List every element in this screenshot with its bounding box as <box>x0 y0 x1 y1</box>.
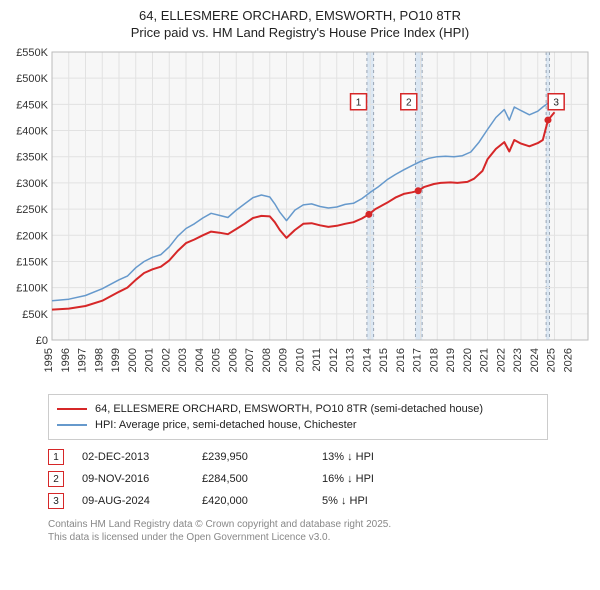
svg-text:2007: 2007 <box>244 348 256 372</box>
legend-swatch-hpi <box>57 424 87 426</box>
svg-text:1999: 1999 <box>110 348 122 372</box>
svg-text:2006: 2006 <box>227 348 239 372</box>
legend-swatch-price-paid <box>57 408 87 410</box>
sale-date-3: 09-AUG-2024 <box>82 495 202 507</box>
legend-label-price-paid: 64, ELLESMERE ORCHARD, EMSWORTH, PO10 8T… <box>95 403 483 415</box>
sale-row-3: 3 09-AUG-2024 £420,000 5% ↓ HPI <box>48 490 548 512</box>
svg-text:2019: 2019 <box>445 348 457 372</box>
svg-text:2005: 2005 <box>211 348 223 372</box>
legend-row-price-paid: 64, ELLESMERE ORCHARD, EMSWORTH, PO10 8T… <box>57 401 539 417</box>
svg-text:2011: 2011 <box>311 348 323 372</box>
svg-text:£550K: £550K <box>16 47 48 59</box>
svg-text:£0: £0 <box>36 335 48 347</box>
svg-text:£200K: £200K <box>16 230 48 242</box>
svg-text:2008: 2008 <box>261 348 273 372</box>
sales-table: 1 02-DEC-2013 £239,950 13% ↓ HPI 2 09-NO… <box>48 446 548 512</box>
svg-text:1998: 1998 <box>93 348 105 372</box>
svg-text:2009: 2009 <box>278 348 290 372</box>
svg-text:2025: 2025 <box>546 348 558 372</box>
svg-text:£50K: £50K <box>22 309 48 321</box>
title-line-1: 64, ELLESMERE ORCHARD, EMSWORTH, PO10 8T… <box>8 8 592 23</box>
svg-text:2023: 2023 <box>512 348 524 372</box>
svg-text:£500K: £500K <box>16 73 48 85</box>
footer-line-2: This data is licensed under the Open Gov… <box>48 531 592 544</box>
svg-text:2024: 2024 <box>529 348 541 372</box>
svg-text:2015: 2015 <box>378 348 390 372</box>
svg-text:£150K: £150K <box>16 256 48 268</box>
sale-date-2: 09-NOV-2016 <box>82 473 202 485</box>
svg-text:£100K: £100K <box>16 283 48 295</box>
sale-price-3: £420,000 <box>202 495 322 507</box>
svg-text:2000: 2000 <box>127 348 139 372</box>
svg-text:2012: 2012 <box>328 348 340 372</box>
svg-text:1995: 1995 <box>43 348 55 372</box>
footer: Contains HM Land Registry data © Crown c… <box>48 518 592 544</box>
sale-diff-2: 16% ↓ HPI <box>322 473 442 485</box>
sale-marker-2: 2 <box>48 471 64 487</box>
svg-text:£250K: £250K <box>16 204 48 216</box>
svg-text:2004: 2004 <box>194 348 206 372</box>
sale-diff-1: 13% ↓ HPI <box>322 451 442 463</box>
svg-text:1996: 1996 <box>60 348 72 372</box>
svg-text:2021: 2021 <box>479 348 491 372</box>
chart: £0 £50K £100K £150K £200K £250K £300K £350K £400… <box>8 46 592 386</box>
svg-text:2026: 2026 <box>562 348 574 372</box>
sale-date-1: 02-DEC-2013 <box>82 451 202 463</box>
svg-text:2014: 2014 <box>361 348 373 372</box>
svg-text:1: 1 <box>356 98 362 109</box>
svg-text:2010: 2010 <box>294 348 306 372</box>
svg-text:2001: 2001 <box>144 348 156 372</box>
sale-marker-3: 3 <box>48 493 64 509</box>
svg-text:3: 3 <box>553 98 559 109</box>
svg-text:2003: 2003 <box>177 348 189 372</box>
svg-text:2002: 2002 <box>160 348 172 372</box>
legend: 64, ELLESMERE ORCHARD, EMSWORTH, PO10 8T… <box>48 394 548 440</box>
sale-price-1: £239,950 <box>202 451 322 463</box>
svg-text:2018: 2018 <box>428 348 440 372</box>
svg-text:2: 2 <box>406 98 412 109</box>
svg-text:1997: 1997 <box>77 348 89 372</box>
svg-text:2013: 2013 <box>345 348 357 372</box>
svg-text:2022: 2022 <box>495 348 507 372</box>
svg-text:2016: 2016 <box>395 348 407 372</box>
title-line-2: Price paid vs. HM Land Registry's House … <box>8 25 592 40</box>
sale-row-1: 1 02-DEC-2013 £239,950 13% ↓ HPI <box>48 446 548 468</box>
sale-price-2: £284,500 <box>202 473 322 485</box>
svg-text:£450K: £450K <box>16 99 48 111</box>
footer-line-1: Contains HM Land Registry data © Crown c… <box>48 518 592 531</box>
svg-text:£350K: £350K <box>16 152 48 164</box>
sale-diff-3: 5% ↓ HPI <box>322 495 442 507</box>
sale-marker-1: 1 <box>48 449 64 465</box>
sale-row-2: 2 09-NOV-2016 £284,500 16% ↓ HPI <box>48 468 548 490</box>
legend-row-hpi: HPI: Average price, semi-detached house,… <box>57 417 539 433</box>
svg-text:£300K: £300K <box>16 178 48 190</box>
legend-label-hpi: HPI: Average price, semi-detached house,… <box>95 419 357 431</box>
svg-text:£400K: £400K <box>16 126 48 138</box>
svg-text:2017: 2017 <box>412 348 424 372</box>
svg-text:2020: 2020 <box>462 348 474 372</box>
